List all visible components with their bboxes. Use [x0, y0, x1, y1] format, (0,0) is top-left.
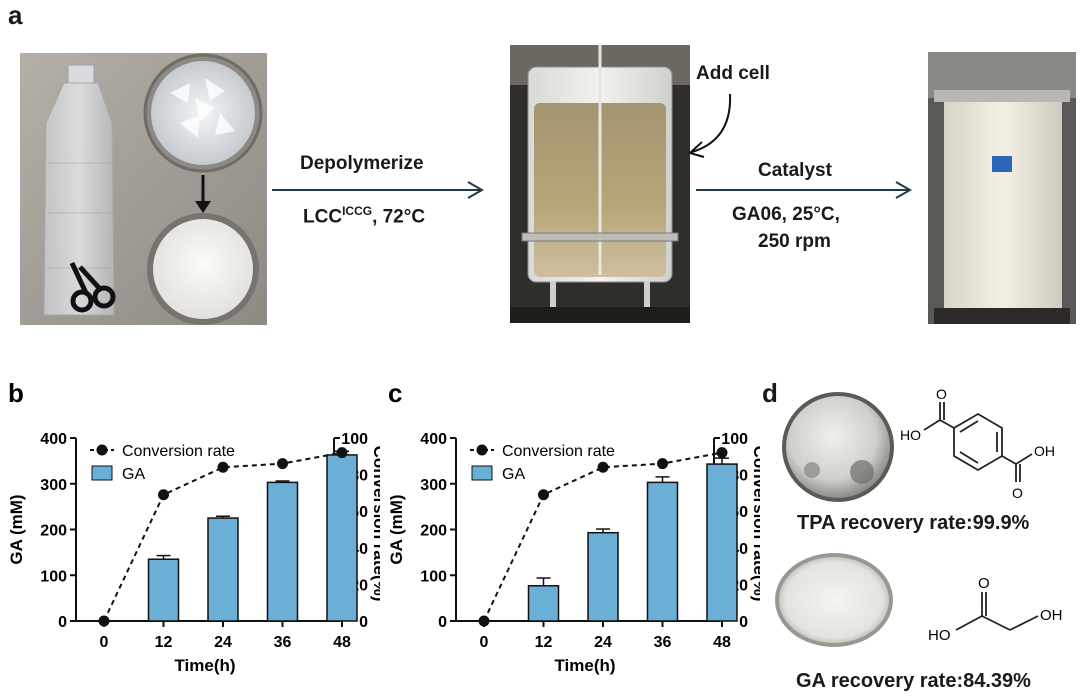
- x-tick-label: 36: [274, 634, 292, 651]
- panel-a-letter: a: [8, 0, 23, 30]
- conversion-rate-point: [98, 615, 110, 627]
- tpa-recovery-caption: TPA recovery rate:99.9%: [797, 512, 1030, 534]
- bar-ga: [527, 585, 560, 622]
- bar-ga: [147, 558, 180, 622]
- conversion-rate-point: [716, 447, 728, 459]
- x-tick-label: 12: [155, 634, 173, 651]
- x-axis-label: Time(h): [554, 656, 615, 675]
- legend-line-label: Conversion rate: [122, 443, 235, 460]
- conversion-rate-point: [538, 489, 549, 501]
- y-tick-label-left: 300: [40, 477, 67, 494]
- add-cell-label: Add cell: [696, 63, 770, 84]
- add-cell-arrow: [688, 93, 732, 158]
- y-tick-label-left: 300: [420, 477, 447, 494]
- y-tick-label-left: 400: [420, 431, 447, 448]
- y-tick-label-left: 100: [420, 568, 447, 585]
- legend-line-marker: [476, 444, 488, 456]
- x-tick-label: 24: [214, 634, 232, 651]
- bar-ga: [646, 481, 679, 622]
- y-tick-label-left: 400: [40, 431, 67, 448]
- x-tick-label: 48: [333, 634, 351, 651]
- conversion-rate-point: [657, 458, 668, 470]
- depolymerize-arrow: [272, 181, 485, 199]
- ga-recovery-caption: GA recovery rate:84.39%: [796, 670, 1031, 692]
- svg-text:O: O: [1012, 485, 1023, 501]
- conversion-rate-point: [277, 458, 288, 470]
- svg-text:OH: OH: [1040, 607, 1063, 624]
- conversion-rate-point: [336, 447, 348, 459]
- lcc-condition-label: LCCICCG, 72°C: [303, 204, 426, 228]
- y-tick-label-left: 200: [40, 523, 67, 540]
- x-tick-label: 0: [480, 634, 489, 651]
- legend-bar-sample: [91, 465, 113, 481]
- y-tick-label-right: 0: [359, 614, 368, 631]
- pet-bottle-photo: [20, 53, 267, 325]
- y-axis-label-right: Conversion rate(%): [370, 446, 380, 602]
- conversion-rate-point: [478, 615, 490, 627]
- y-tick-label-left: 0: [438, 614, 447, 631]
- y-tick-label-left: 200: [420, 523, 447, 540]
- x-tick-label: 36: [654, 634, 672, 651]
- legend-bar-label: GA: [502, 466, 525, 483]
- svg-text:O: O: [936, 386, 947, 402]
- y-tick-label-right: 0: [739, 614, 748, 631]
- fermenter-photo: [928, 52, 1076, 324]
- svg-text:O: O: [978, 575, 990, 592]
- y-tick-label-right: 100: [341, 431, 368, 448]
- y-tick-label-left: 0: [58, 614, 67, 631]
- conversion-rate-line: [103, 451, 343, 622]
- svg-text:HO: HO: [900, 427, 921, 443]
- legend-line-marker: [96, 444, 108, 456]
- y-tick-label-right: 100: [721, 431, 748, 448]
- bar-ga: [266, 481, 299, 622]
- catalyst-arrow: [696, 181, 913, 199]
- svg-text:OH: OH: [1034, 443, 1055, 459]
- conversion-rate-line: [483, 451, 723, 622]
- bar-ga: [326, 454, 358, 622]
- x-tick-label: 0: [100, 634, 109, 651]
- conversion-rate-point: [217, 461, 229, 473]
- x-axis-label: Time(h): [174, 656, 235, 675]
- ga-powder-photo: [775, 553, 893, 647]
- bar-ga: [587, 531, 619, 622]
- catalyst-condition-line2: 250 rpm: [758, 231, 831, 252]
- catalyst-label: Catalyst: [758, 160, 832, 181]
- depolymerize-label: Depolymerize: [300, 153, 424, 174]
- conversion-rate-point: [158, 489, 169, 501]
- bar-ga: [207, 517, 239, 622]
- scissors-icon: [69, 261, 116, 313]
- ga-structure: O HO OH: [928, 575, 1063, 644]
- panel-b-letter: b: [8, 378, 24, 408]
- panel-c-letter: c: [388, 378, 402, 408]
- catalyst-condition-line1: GA06, 25°C,: [732, 204, 840, 225]
- x-tick-label: 12: [535, 634, 553, 651]
- legend-bar-label: GA: [122, 466, 145, 483]
- conversion-rate-point: [597, 461, 609, 473]
- y-tick-label-left: 100: [40, 568, 67, 585]
- reactor-photo: [510, 45, 690, 323]
- y-axis-label-left: GA (mM): [387, 494, 406, 564]
- legend-line-label: Conversion rate: [502, 443, 615, 460]
- svg-text:HO: HO: [928, 627, 951, 644]
- y-axis-label-right: Conversion rate(%): [750, 446, 760, 602]
- y-axis-label-left: GA (mM): [7, 494, 26, 564]
- tpa-structure: O HO OH O: [900, 386, 1055, 501]
- bar-ga: [706, 463, 738, 622]
- legend-bar-sample: [471, 465, 493, 481]
- x-tick-label: 24: [594, 634, 612, 651]
- x-tick-label: 48: [713, 634, 731, 651]
- panel-d-letter: d: [762, 378, 778, 408]
- tpa-powder-photo: [782, 392, 894, 502]
